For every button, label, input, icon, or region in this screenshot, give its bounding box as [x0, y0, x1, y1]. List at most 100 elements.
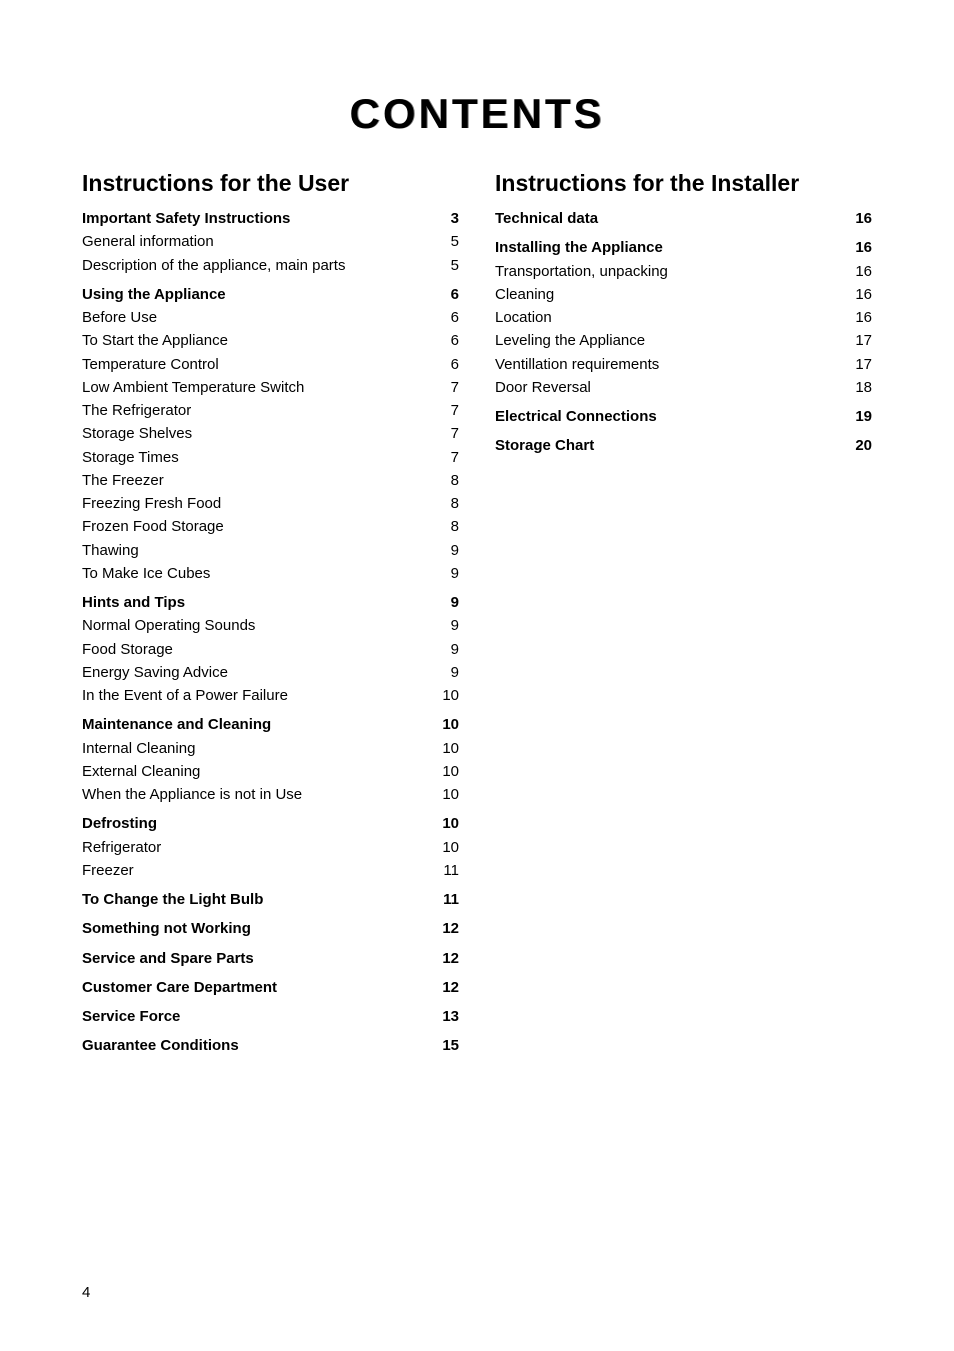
toc-row: When the Appliance is not in Use10	[82, 783, 459, 806]
toc-label: When the Appliance is not in Use	[82, 783, 431, 806]
toc-row: Service Force13	[82, 1005, 459, 1028]
toc-label: Something not Working	[82, 917, 431, 940]
toc-page: 6	[431, 306, 459, 329]
toc-label: The Refrigerator	[82, 399, 431, 422]
user-toc-list: Important Safety Instructions3General in…	[82, 207, 459, 1058]
toc-label: Thawing	[82, 539, 431, 562]
toc-row: Leveling the Appliance17	[495, 329, 872, 352]
toc-label: Energy Saving Advice	[82, 661, 431, 684]
toc-label: Description of the appliance, main parts	[82, 254, 431, 277]
toc-row: Energy Saving Advice9	[82, 661, 459, 684]
toc-page: 7	[431, 422, 459, 445]
toc-row: Description of the appliance, main parts…	[82, 254, 459, 277]
toc-label: Food Storage	[82, 638, 431, 661]
toc-label: Ventillation requirements	[495, 353, 844, 376]
toc-label: In the Event of a Power Failure	[82, 684, 431, 707]
installer-section-heading: Instructions for the Installer	[495, 170, 872, 197]
toc-label: External Cleaning	[82, 760, 431, 783]
toc-row: Thawing9	[82, 539, 459, 562]
toc-page: 12	[431, 917, 459, 940]
toc-page: 7	[431, 446, 459, 469]
toc-page: 5	[431, 230, 459, 253]
toc-page: 9	[431, 562, 459, 585]
page-number: 4	[82, 1284, 90, 1301]
left-column: Instructions for the User Important Safe…	[82, 170, 459, 1058]
toc-label: Important Safety Instructions	[82, 207, 431, 230]
toc-row: Guarantee Conditions15	[82, 1034, 459, 1057]
toc-page: 9	[431, 638, 459, 661]
toc-page: 10	[431, 737, 459, 760]
toc-page: 6	[431, 353, 459, 376]
toc-row: Technical data16	[495, 207, 872, 230]
user-section-heading: Instructions for the User	[82, 170, 459, 197]
toc-page: 9	[431, 539, 459, 562]
toc-page: 10	[431, 812, 459, 835]
toc-label: Cleaning	[495, 283, 844, 306]
toc-page: 13	[431, 1005, 459, 1028]
toc-row: Temperature Control6	[82, 353, 459, 376]
toc-page: 20	[844, 434, 872, 457]
toc-label: Electrical Connections	[495, 405, 844, 428]
toc-page: 8	[431, 469, 459, 492]
toc-label: Door Reversal	[495, 376, 844, 399]
toc-label: Technical data	[495, 207, 844, 230]
toc-label: Customer Care Department	[82, 976, 431, 999]
toc-row: Storage Times7	[82, 446, 459, 469]
toc-page: 16	[844, 236, 872, 259]
toc-row: To Start the Appliance6	[82, 329, 459, 352]
toc-row: Normal Operating Sounds9	[82, 614, 459, 637]
toc-row: The Freezer8	[82, 469, 459, 492]
toc-page: 9	[431, 591, 459, 614]
toc-row: Hints and Tips9	[82, 591, 459, 614]
toc-row: Installing the Appliance16	[495, 236, 872, 259]
toc-page: 3	[431, 207, 459, 230]
toc-label: Transportation, unpacking	[495, 260, 844, 283]
toc-label: Maintenance and Cleaning	[82, 713, 431, 736]
toc-page: 8	[431, 515, 459, 538]
toc-label: Temperature Control	[82, 353, 431, 376]
toc-label: Using the Appliance	[82, 283, 431, 306]
toc-label: Storage Times	[82, 446, 431, 469]
toc-row: Storage Chart20	[495, 434, 872, 457]
content-columns: Instructions for the User Important Safe…	[82, 170, 872, 1058]
page-title: CONTENTS	[82, 90, 872, 138]
installer-toc-list: Technical data16Installing the Appliance…	[495, 207, 872, 458]
toc-label: To Make Ice Cubes	[82, 562, 431, 585]
toc-page: 9	[431, 661, 459, 684]
toc-row: Customer Care Department12	[82, 976, 459, 999]
toc-label: Service Force	[82, 1005, 431, 1028]
toc-row: Maintenance and Cleaning10	[82, 713, 459, 736]
toc-row: Ventillation requirements17	[495, 353, 872, 376]
toc-row: Service and Spare Parts12	[82, 947, 459, 970]
toc-page: 12	[431, 976, 459, 999]
toc-row: Using the Appliance6	[82, 283, 459, 306]
toc-page: 10	[431, 836, 459, 859]
toc-row: Electrical Connections19	[495, 405, 872, 428]
toc-label: Storage Chart	[495, 434, 844, 457]
toc-label: Guarantee Conditions	[82, 1034, 431, 1057]
toc-row: Door Reversal18	[495, 376, 872, 399]
toc-label: Low Ambient Temperature Switch	[82, 376, 431, 399]
toc-page: 10	[431, 713, 459, 736]
toc-page: 6	[431, 283, 459, 306]
toc-label: Leveling the Appliance	[495, 329, 844, 352]
toc-page: 8	[431, 492, 459, 515]
toc-label: Frozen Food Storage	[82, 515, 431, 538]
toc-row: Something not Working12	[82, 917, 459, 940]
toc-label: General information	[82, 230, 431, 253]
toc-page: 6	[431, 329, 459, 352]
toc-page: 10	[431, 684, 459, 707]
toc-row: Food Storage9	[82, 638, 459, 661]
toc-row: Important Safety Instructions3	[82, 207, 459, 230]
toc-page: 9	[431, 614, 459, 637]
toc-page: 16	[844, 207, 872, 230]
toc-label: Before Use	[82, 306, 431, 329]
toc-row: Before Use6	[82, 306, 459, 329]
toc-label: Defrosting	[82, 812, 431, 835]
toc-row: Location16	[495, 306, 872, 329]
toc-row: Defrosting10	[82, 812, 459, 835]
toc-label: The Freezer	[82, 469, 431, 492]
toc-row: Cleaning16	[495, 283, 872, 306]
toc-row: Low Ambient Temperature Switch7	[82, 376, 459, 399]
toc-row: Refrigerator10	[82, 836, 459, 859]
